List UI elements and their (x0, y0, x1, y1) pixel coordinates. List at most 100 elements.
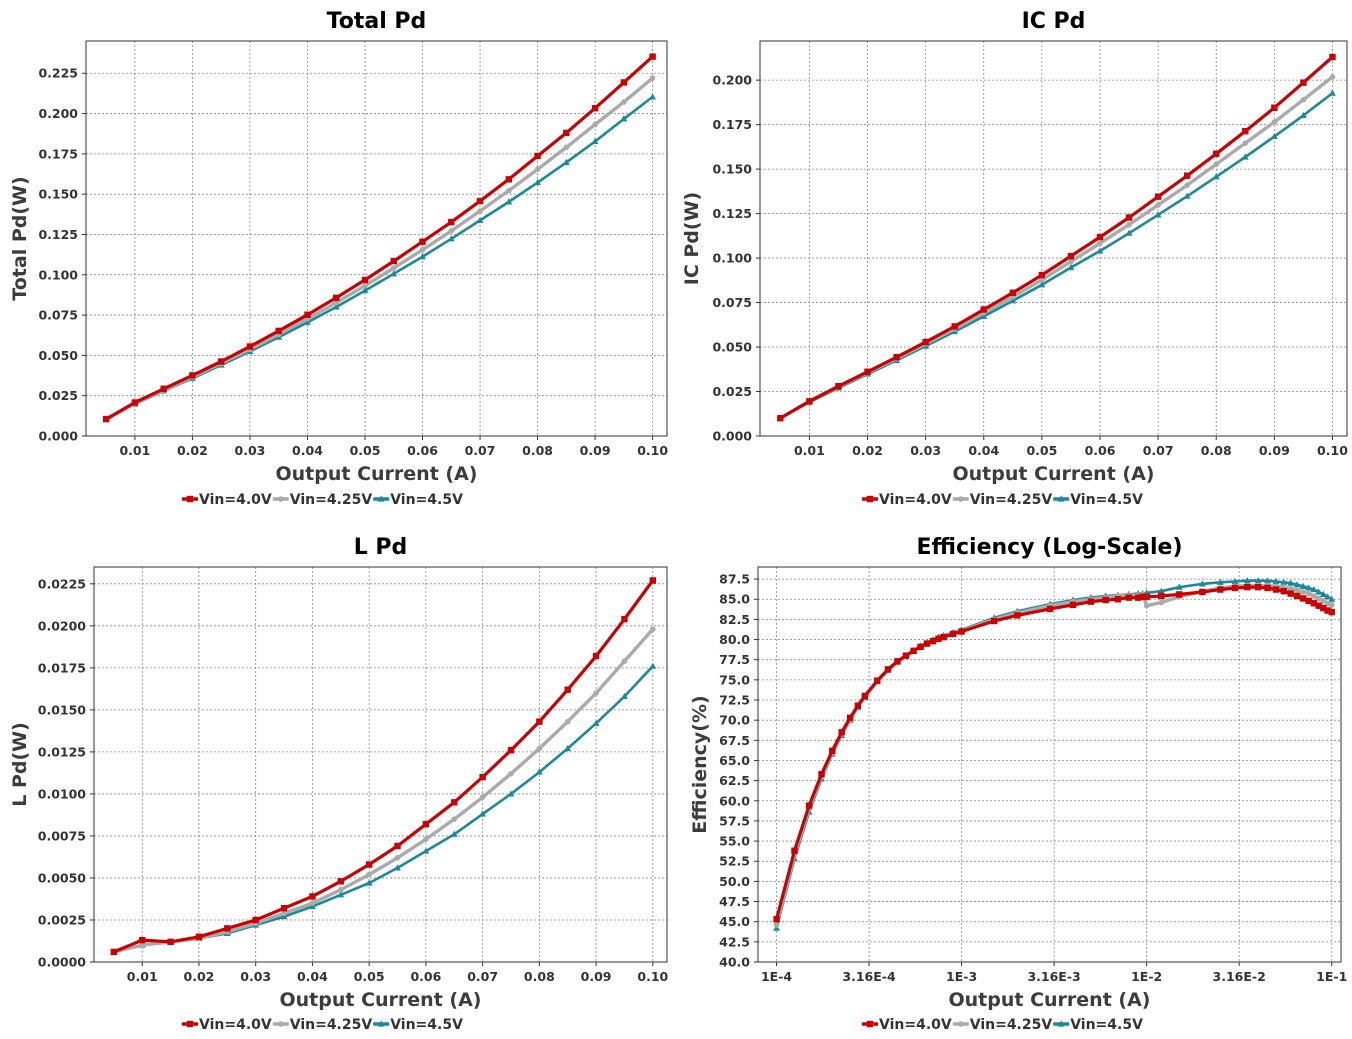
x-tick-label: 0.02 (184, 969, 215, 984)
data-point (419, 253, 426, 260)
legend: Vin=4.0V Vin=4.25V Vin=4.5V (862, 492, 1143, 508)
y-tick-label: 0.050 (38, 348, 78, 363)
y-tick-label: 50.0 (719, 874, 750, 889)
data-point (922, 338, 929, 346)
data-point (337, 886, 344, 893)
data-point (917, 643, 924, 651)
x-tick-label: 0.08 (522, 443, 553, 458)
data-point (620, 115, 628, 122)
data-point (390, 257, 397, 265)
data-point (650, 626, 656, 632)
y-tick-label: 62.5 (719, 773, 750, 788)
y-tick-label: 0.0125 (38, 744, 86, 759)
legend-marker (186, 1020, 194, 1028)
data-point (1299, 582, 1307, 589)
data-point (362, 282, 368, 289)
legend: Vin=4.0V Vin=4.25V Vin=4.5V (182, 492, 463, 508)
plot-area (94, 567, 667, 962)
data-point (1175, 583, 1183, 590)
data-point (592, 719, 600, 726)
data-point (394, 842, 401, 850)
y-tick-label: 0.150 (712, 162, 752, 177)
data-point (1287, 579, 1295, 586)
x-tick-label: 0.04 (968, 443, 999, 458)
y-tick-label: 80.0 (719, 632, 750, 647)
x-tick-label: 0.04 (297, 969, 328, 984)
y-tick-label: 70.0 (719, 713, 750, 728)
data-point (563, 129, 570, 137)
data-point (1231, 584, 1239, 592)
data-point (1243, 577, 1251, 584)
data-point (805, 802, 813, 809)
data-point (1299, 595, 1307, 602)
data-point (1300, 111, 1307, 118)
data-point (1311, 593, 1317, 599)
data-point (777, 415, 784, 422)
series-line-2 (113, 628, 655, 954)
data-point (1310, 585, 1318, 593)
y-tick-label: 0.025 (38, 388, 78, 403)
legend-item-3: Vin=4.5V (1053, 1017, 1143, 1033)
data-point (649, 75, 656, 81)
data-point (1264, 577, 1271, 584)
data-point (361, 276, 369, 284)
data-point (1097, 240, 1103, 247)
y-tick-label: 67.5 (719, 733, 750, 748)
y-tick-label: 0.200 (38, 106, 78, 121)
x-tick-label: 0.02 (177, 443, 208, 458)
legend-item-1: Vin=4.0V (182, 1017, 272, 1033)
data-point (1139, 593, 1146, 601)
y-tick-label: 0.000 (712, 429, 752, 444)
x-tick-label: 0.10 (637, 443, 668, 458)
data-point (923, 640, 931, 647)
data-point (592, 652, 600, 660)
y-tick-label: 87.5 (719, 572, 750, 587)
data-point (1305, 597, 1312, 605)
data-point (593, 690, 599, 696)
data-point (1310, 600, 1318, 607)
y-axis-label: IC Pd(W) (681, 192, 703, 285)
data-point (1069, 601, 1077, 609)
data-point (281, 910, 287, 917)
chart-title: IC Pd (1022, 9, 1086, 34)
data-point (476, 216, 484, 224)
y-tick-label: 77.5 (719, 652, 750, 667)
data-point (1287, 585, 1294, 592)
data-point (1126, 221, 1132, 228)
y-tick-label: 0.0025 (38, 912, 86, 927)
data-point (450, 830, 458, 837)
y-tick-label: 0.0050 (38, 870, 87, 885)
legend-marker (866, 495, 874, 503)
x-tick-label: 0.02 (852, 443, 883, 458)
x-tick-label: 0.03 (240, 969, 271, 984)
data-point (1213, 161, 1220, 168)
data-point (1009, 297, 1017, 304)
data-point (423, 836, 429, 843)
legend-marker (1057, 495, 1065, 502)
chart-title: L Pd (354, 535, 408, 560)
chart-total: 0.01 0.02 0.03 0.04 0.05 0.06 0.07 0.08 0.09 0.10… (9, 9, 668, 508)
data-point (1320, 604, 1327, 612)
x-tick-label: 0.01 (127, 969, 158, 984)
data-point (479, 794, 486, 801)
plot-area (758, 567, 1341, 962)
data-point (951, 323, 958, 330)
data-point (447, 235, 455, 242)
data-point (224, 925, 231, 932)
x-tick-label: 0.09 (1259, 443, 1290, 458)
data-point (861, 692, 869, 700)
data-point (1135, 594, 1142, 601)
y-tick-label: 0.225 (38, 66, 78, 81)
x-tick-label: 0.08 (1201, 443, 1232, 458)
y-tick-label: 0.075 (712, 295, 752, 310)
x-tick-label: 0.06 (410, 969, 441, 984)
data-point (621, 99, 627, 105)
data-point (536, 718, 543, 725)
x-tick-label: 0.05 (1026, 443, 1057, 458)
data-point (884, 666, 892, 673)
data-point (419, 238, 426, 245)
data-point (893, 353, 900, 361)
data-point (791, 847, 798, 854)
data-point (280, 913, 288, 920)
